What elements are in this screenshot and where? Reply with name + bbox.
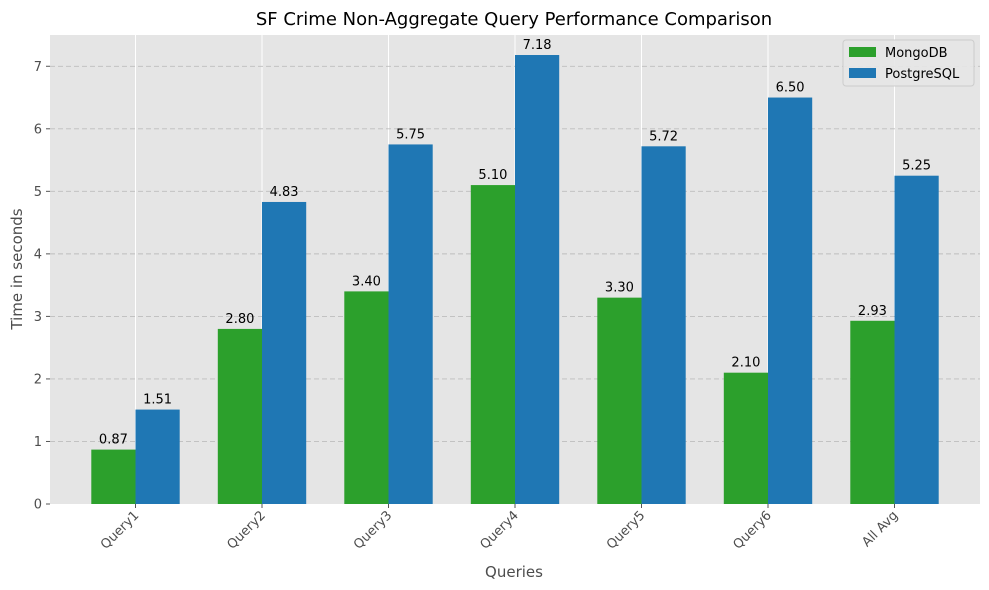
bar-mongodb-all-avg [850,320,895,504]
bar-value-labels: 0.87 2.80 3.40 5.10 3.30 2.10 2.93 1.51 4.83 5.75… [99,38,931,448]
y-tick-label: 2 [34,372,42,387]
x-axis-ticks: Query1 Query2 Query3 Query4 Query5 Query6 All … [98,504,901,553]
bar-value-label: 3.40 [352,274,381,289]
bar-postgresql-query1 [135,409,180,504]
bar-value-label: 0.87 [99,433,128,448]
y-tick-label: 7 [34,60,42,75]
x-tick-label: Query3 [351,508,395,552]
bar-mongodb-query4 [470,185,515,504]
bar-postgresql-query6 [768,97,813,505]
bar-postgresql-query4 [515,55,560,504]
bar-value-label: 5.75 [396,127,425,142]
x-axis-title: Queries [485,563,543,581]
bar-value-label: 2.80 [225,312,254,327]
bar-postgresql-all-avg [894,175,939,504]
bar-value-label: 1.51 [143,393,172,408]
bar-postgresql-query5 [641,146,686,504]
bar-value-label: 5.25 [902,159,931,174]
bar-value-label: 7.18 [523,38,552,53]
y-tick-label: 0 [34,498,42,513]
legend: MongoDB PostgreSQL [842,39,975,87]
chart-title: SF Crime Non-Aggregate Query Performance… [256,9,772,30]
bar-value-label: 3.30 [605,281,634,296]
y-tick-label: 3 [34,310,42,325]
x-tick-label: Query1 [98,508,142,552]
x-tick-label: Query4 [477,508,521,552]
y-tick-label: 1 [34,435,42,450]
bar-mongodb-query6 [723,372,768,504]
x-tick-label: Query6 [730,508,774,552]
bar-mongodb-query5 [597,297,642,504]
legend-swatch-postgresql [849,68,876,78]
bar-value-label: 6.50 [776,81,805,96]
x-tick-label: Query5 [604,508,648,552]
y-tick-label: 5 [34,185,42,200]
legend-swatch-mongodb [849,47,876,57]
bar-mongodb-query1 [91,449,136,504]
bar-value-label: 5.72 [649,129,678,144]
bar-mongodb-query2 [217,328,262,504]
legend-label-mongodb: MongoDB [885,46,948,61]
bar-value-label: 2.10 [731,356,760,371]
legend-label-postgresql: PostgreSQL [885,67,960,82]
bar-postgresql-query2 [262,201,307,505]
bar-value-label: 2.93 [858,304,887,319]
bar-postgresql-query3 [388,144,433,504]
bars [91,55,939,505]
x-tick-label: All Avg [859,508,901,550]
y-axis-title: Time in seconds [8,208,26,330]
bar-mongodb-query3 [344,291,389,504]
x-tick-label: Query2 [224,508,268,552]
y-tick-label: 6 [34,122,42,137]
bar-value-label: 5.10 [478,168,507,183]
y-tick-label: 4 [34,247,42,262]
bar-value-label: 4.83 [270,185,299,200]
y-axis-ticks: 0 1 2 3 4 5 6 7 [34,60,50,513]
